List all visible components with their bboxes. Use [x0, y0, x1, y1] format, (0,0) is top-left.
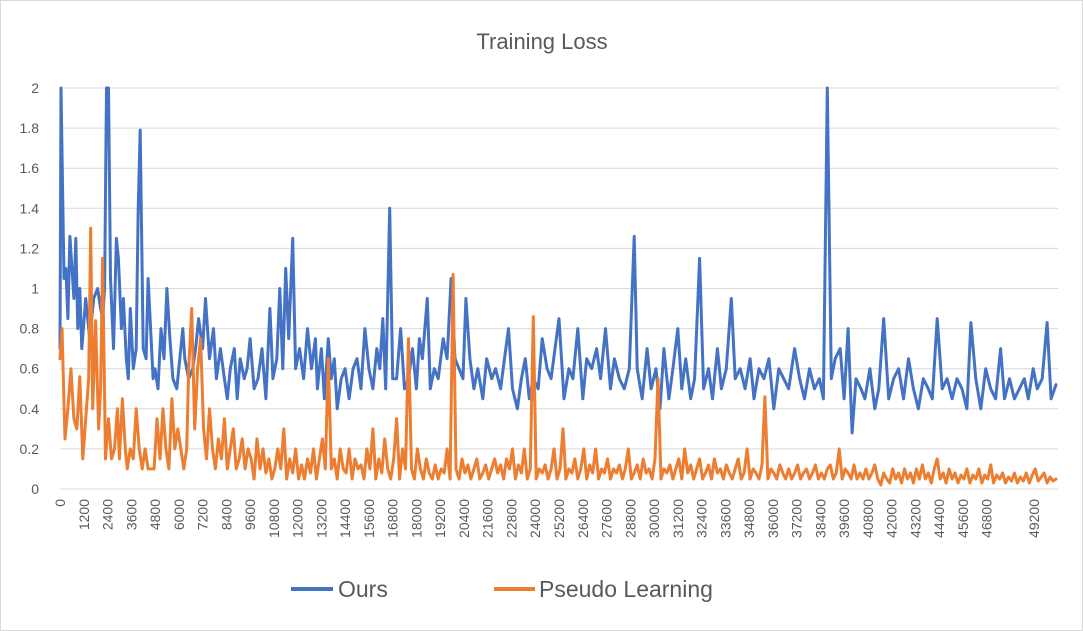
y-tick-label: 1.2	[20, 240, 40, 256]
legend-label: Ours	[338, 576, 388, 602]
x-tick-label: 34800	[741, 499, 757, 538]
x-tick-label: 15600	[361, 499, 377, 538]
x-tick-label: 2400	[100, 499, 116, 530]
series-layer	[58, 86, 1058, 487]
x-tick-label: 37200	[789, 499, 805, 538]
x-tick-label: 18000	[408, 499, 424, 538]
x-tick-label: 30000	[646, 499, 662, 538]
x-tick-label: 40800	[860, 499, 876, 538]
x-tick-label: 7200	[195, 499, 211, 530]
x-tick-label: 16800	[385, 499, 401, 538]
y-tick-label: 1	[31, 281, 39, 297]
legend-label: Pseudo Learning	[539, 576, 713, 602]
x-tick-label: 44400	[931, 499, 947, 538]
series-line-ours	[58, 86, 1058, 435]
x-tick-label: 32400	[694, 499, 710, 538]
x-tick-label: 9600	[242, 499, 258, 530]
x-tick-label: 10800	[266, 499, 282, 538]
x-tick-label: 14400	[337, 499, 353, 538]
y-tick-label: 0.4	[20, 401, 40, 417]
chart-title: Training Loss	[476, 29, 607, 54]
x-tick-label: 28800	[622, 499, 638, 538]
x-tick-label: 19200	[432, 499, 448, 538]
x-tick-label: 12000	[290, 499, 306, 538]
x-tick-label: 21600	[480, 499, 496, 538]
y-tick-label: 1.8	[20, 120, 40, 136]
x-tick-label: 39600	[836, 499, 852, 538]
x-tick-label: 24000	[527, 499, 543, 538]
x-tick-label: 26400	[575, 499, 591, 538]
x-tick-label: 27600	[599, 499, 615, 538]
x-tick-label: 46800	[979, 499, 995, 538]
x-tick-label: 22800	[503, 499, 519, 538]
x-tick-label: 31200	[670, 499, 686, 538]
x-tick-label: 4800	[147, 499, 163, 530]
x-tick-label: 38400	[812, 499, 828, 538]
x-tick-label: 8400	[218, 499, 234, 530]
y-tick-label: 1.6	[20, 160, 40, 176]
y-tick-label: 0	[31, 481, 39, 497]
y-tick-label: 0.2	[20, 441, 40, 457]
x-tick-label: 43200	[907, 499, 923, 538]
legend: Ours Pseudo Learning	[291, 576, 713, 602]
x-tick-label: 49200	[1026, 499, 1042, 538]
axis-layer: 0 0.2 0.4 0.6 0.8 1 1.2 1.4 1.6 1.8 2 0 1200 2400 3600…	[20, 80, 1043, 538]
x-tick-label: 25200	[551, 499, 567, 538]
x-tick-label: 6000	[171, 499, 187, 530]
x-tick-label: 0	[52, 499, 68, 507]
x-tick-label: 13200	[313, 499, 329, 538]
x-tick-label: 20400	[456, 499, 472, 538]
y-tick-label: 2	[31, 80, 39, 96]
y-tick-label: 0.8	[20, 321, 40, 337]
y-tick-label: 0.6	[20, 361, 40, 377]
x-tick-label: 36000	[765, 499, 781, 538]
x-tick-label: 3600	[123, 499, 139, 530]
x-tick-label: 33600	[717, 499, 733, 538]
x-tick-label: 45600	[955, 499, 971, 538]
x-tick-label: 1200	[76, 499, 92, 530]
series-line-pseudo-learning	[58, 226, 1058, 487]
x-tick-label: 42000	[884, 499, 900, 538]
y-tick-label: 1.4	[20, 200, 40, 216]
